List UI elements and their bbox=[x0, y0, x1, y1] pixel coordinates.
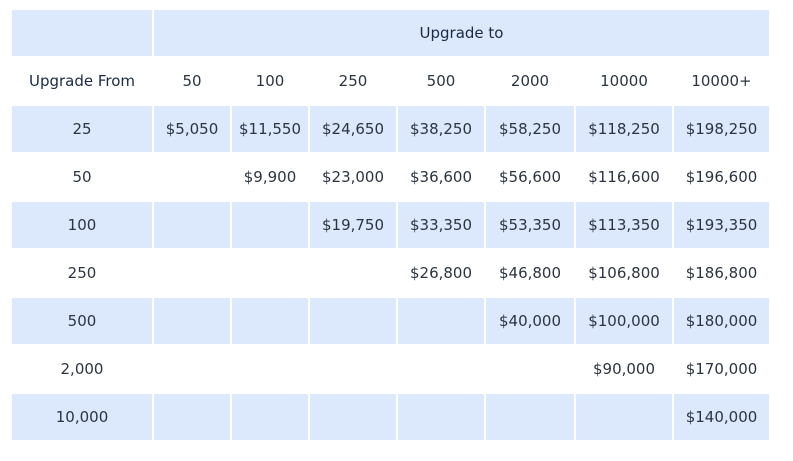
price-cell: $113,350 bbox=[576, 202, 672, 248]
price-cell: $23,000 bbox=[310, 154, 396, 200]
price-cell bbox=[486, 394, 574, 440]
price-cell: $193,350 bbox=[674, 202, 769, 248]
price-cell: $170,000 bbox=[674, 346, 769, 392]
table-row: 50 $9,900 $23,000 $36,600 $56,600 $116,600 $19… bbox=[12, 154, 769, 200]
table-row: 10,000 $140,000 bbox=[12, 394, 769, 440]
price-cell: $58,250 bbox=[486, 106, 574, 152]
upgrade-pricing-table: Upgrade to Upgrade From 50 100 250 500 2… bbox=[10, 8, 771, 442]
price-cell: $198,250 bbox=[674, 106, 769, 152]
price-cell bbox=[310, 250, 396, 296]
price-cell: $24,650 bbox=[310, 106, 396, 152]
price-cell bbox=[154, 202, 230, 248]
price-cell: $11,550 bbox=[232, 106, 308, 152]
price-cell bbox=[486, 346, 574, 392]
table-row: 500 $40,000 $100,000 $180,000 bbox=[12, 298, 769, 344]
upgrade-from-value: 100 bbox=[12, 202, 152, 248]
price-cell bbox=[310, 346, 396, 392]
price-cell bbox=[232, 394, 308, 440]
table-row: 25 $5,050 $11,550 $24,650 $38,250 $58,250 $118… bbox=[12, 106, 769, 152]
upgrade-to-title: Upgrade to bbox=[154, 10, 769, 56]
table-row: 250 $26,800 $46,800 $106,800 $186,800 bbox=[12, 250, 769, 296]
price-cell: $116,600 bbox=[576, 154, 672, 200]
price-cell: $46,800 bbox=[486, 250, 574, 296]
price-cell: $196,600 bbox=[674, 154, 769, 200]
price-cell: $9,900 bbox=[232, 154, 308, 200]
price-cell bbox=[154, 250, 230, 296]
column-header: 10000 bbox=[576, 58, 672, 104]
column-header-row: Upgrade From 50 100 250 500 2000 10000 1… bbox=[12, 58, 769, 104]
price-cell: $90,000 bbox=[576, 346, 672, 392]
upgrade-from-value: 2,000 bbox=[12, 346, 152, 392]
price-cell: $53,350 bbox=[486, 202, 574, 248]
price-cell: $186,800 bbox=[674, 250, 769, 296]
price-cell bbox=[154, 394, 230, 440]
price-cell: $40,000 bbox=[486, 298, 574, 344]
price-cell bbox=[398, 346, 484, 392]
pricing-table-wrapper: Upgrade to Upgrade From 50 100 250 500 2… bbox=[10, 8, 771, 442]
column-header: 50 bbox=[154, 58, 230, 104]
price-cell: $19,750 bbox=[310, 202, 396, 248]
price-cell bbox=[154, 298, 230, 344]
upgrade-to-header-row: Upgrade to bbox=[12, 10, 769, 56]
price-cell: $180,000 bbox=[674, 298, 769, 344]
price-cell bbox=[310, 394, 396, 440]
column-header: 250 bbox=[310, 58, 396, 104]
upgrade-from-value: 10,000 bbox=[12, 394, 152, 440]
price-cell: $36,600 bbox=[398, 154, 484, 200]
price-cell: $33,350 bbox=[398, 202, 484, 248]
corner-cell bbox=[12, 10, 152, 56]
price-cell bbox=[154, 346, 230, 392]
price-cell: $100,000 bbox=[576, 298, 672, 344]
price-cell: $26,800 bbox=[398, 250, 484, 296]
price-cell bbox=[310, 298, 396, 344]
price-cell bbox=[232, 346, 308, 392]
price-cell bbox=[232, 202, 308, 248]
price-cell bbox=[576, 394, 672, 440]
table-row: 2,000 $90,000 $170,000 bbox=[12, 346, 769, 392]
column-header: 2000 bbox=[486, 58, 574, 104]
price-cell: $5,050 bbox=[154, 106, 230, 152]
price-cell: $118,250 bbox=[576, 106, 672, 152]
price-cell bbox=[232, 250, 308, 296]
price-cell: $38,250 bbox=[398, 106, 484, 152]
upgrade-from-value: 500 bbox=[12, 298, 152, 344]
column-header: 100 bbox=[232, 58, 308, 104]
price-cell bbox=[154, 154, 230, 200]
price-cell bbox=[398, 394, 484, 440]
upgrade-from-value: 25 bbox=[12, 106, 152, 152]
price-cell bbox=[232, 298, 308, 344]
column-header: 500 bbox=[398, 58, 484, 104]
price-cell: $106,800 bbox=[576, 250, 672, 296]
price-cell bbox=[398, 298, 484, 344]
column-header: 10000+ bbox=[674, 58, 769, 104]
table-row: 100 $19,750 $33,350 $53,350 $113,350 $193,350 bbox=[12, 202, 769, 248]
price-cell: $140,000 bbox=[674, 394, 769, 440]
upgrade-from-value: 50 bbox=[12, 154, 152, 200]
upgrade-from-title: Upgrade From bbox=[12, 58, 152, 104]
upgrade-from-value: 250 bbox=[12, 250, 152, 296]
price-cell: $56,600 bbox=[486, 154, 574, 200]
